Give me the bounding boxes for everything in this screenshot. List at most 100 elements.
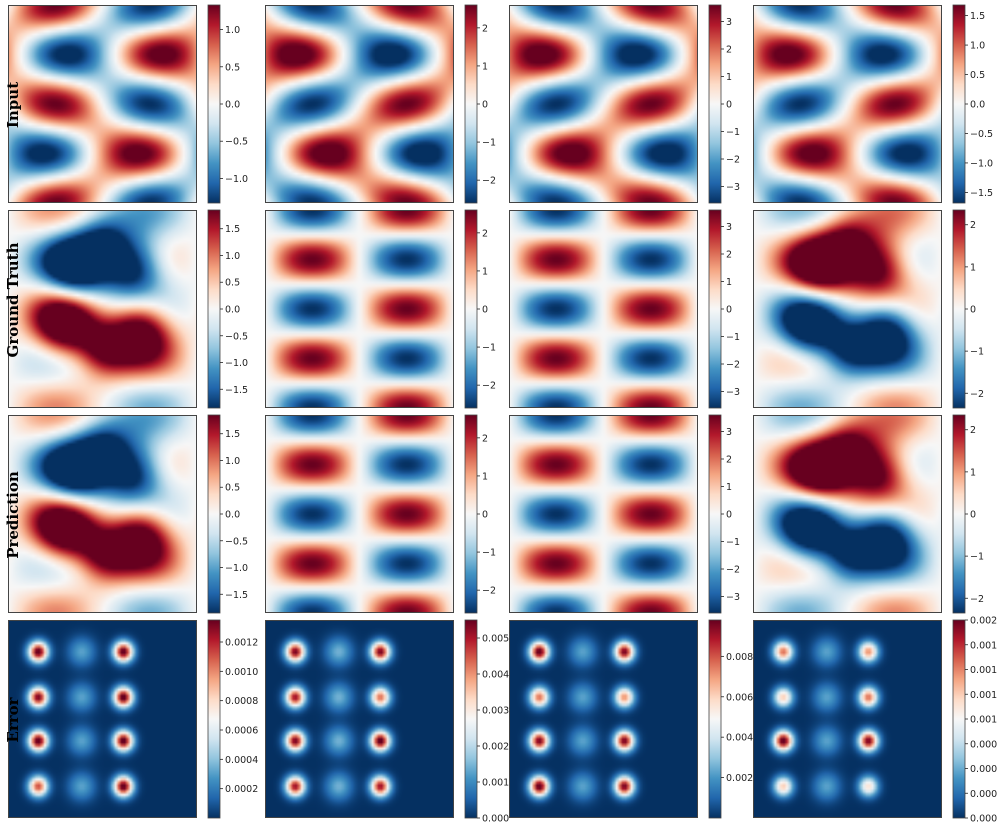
panel: −3 −2 −1 0 1 2 3 (509, 4, 740, 204)
heatmap-image (509, 415, 698, 613)
colorbar-tick-label: 0.00050 (970, 764, 997, 775)
colorbar-tick-label: 2 (482, 433, 488, 444)
colorbar-tick-label: −1 (482, 548, 496, 559)
colorbar-tick-label: 0.0008 (225, 696, 258, 707)
colorbar (708, 619, 722, 819)
heatmap-frame (265, 620, 454, 818)
colorbar-tick-label: 1.0 (225, 251, 240, 262)
colorbar (952, 209, 966, 409)
colorbar-tick-label: 2 (726, 250, 732, 261)
colorbar-tick-label: −0.5 (225, 137, 248, 148)
colorbar-tick-label: 0.002 (726, 773, 753, 784)
colorbar-tick-label: 1.5 (970, 11, 985, 22)
panel: −3 −2 −1 0 1 2 3 (509, 414, 740, 614)
colorbar-tick-label: 2 (726, 45, 732, 56)
colorbar-tick-label: 0.5 (225, 278, 240, 289)
heatmap-image (265, 210, 454, 408)
colorbar (708, 209, 722, 409)
colorbar-tick-label: −0.5 (225, 536, 248, 547)
colorbar-tick-label: −1.0 (970, 158, 993, 169)
row-label-prediction: Prediction (4, 471, 22, 559)
colorbar-tick-label: 0 (482, 100, 488, 111)
colorbar-tick-label: −1.0 (225, 174, 248, 185)
colorbar-tick-label: 3 (726, 222, 732, 233)
colorbar (464, 4, 478, 204)
panel: −2 −1 0 1 2 (753, 209, 984, 409)
colorbar-tick-label: 1 (970, 467, 976, 478)
heatmap-image (753, 210, 942, 408)
colorbar (207, 209, 221, 409)
colorbar-tick-label: 0.00000 (970, 814, 997, 825)
colorbar-tick-label: 1 (482, 61, 488, 72)
colorbar-tick-label: 0.006 (726, 692, 753, 703)
colorbar-tick-label: 0.5 (225, 483, 240, 494)
colorbar-tick-label: −1.5 (970, 188, 993, 199)
panel: 0.000 0.001 0.002 0.003 0.004 0.005 (265, 619, 509, 825)
colorbar-tick-label: −2 (726, 155, 740, 166)
panel: −2 −1 0 1 2 (265, 4, 496, 204)
colorbar-tick-label: 0.0004 (225, 755, 258, 766)
panel: −1.5 −1.0 −0.5 0.0 0.5 1.0 1.5 (753, 4, 993, 204)
heatmap-frame (753, 210, 942, 408)
heatmap-frame (265, 415, 454, 613)
colorbar (207, 4, 221, 204)
colorbar-tick-label: 0.0006 (225, 726, 258, 737)
colorbar-tick-label: −2 (482, 381, 496, 392)
colorbar-tick-label: 0 (726, 305, 732, 316)
heatmap-image (8, 620, 197, 818)
colorbar (952, 414, 966, 614)
colorbar-tick-label: 0.0 (225, 510, 240, 521)
colorbar-tick-label: 2 (970, 425, 976, 436)
colorbar-tick-label: −1.0 (225, 563, 248, 574)
colorbar (464, 209, 478, 409)
colorbar-tick-label: 1.0 (225, 456, 240, 467)
colorbar-tick-label: −2 (970, 594, 984, 605)
colorbar (207, 619, 221, 819)
colorbar-tick-label: 1 (482, 471, 488, 482)
panel: −2 −1 0 1 2 (265, 209, 496, 409)
colorbar-tick-label: −1.5 (225, 590, 248, 601)
heatmap-frame (8, 210, 197, 408)
heatmap-frame (753, 620, 942, 818)
colorbar-tick-label: −1 (726, 537, 740, 548)
colorbar-tick-label: −1 (726, 127, 740, 138)
colorbar-tick-label: 0.0002 (225, 784, 258, 795)
panel: 0.0002 0.0004 0.0006 0.0008 0.0010 0.0012 (8, 619, 258, 819)
heatmap-frame (509, 210, 698, 408)
row-label-input: Input (4, 81, 22, 129)
colorbar-tick-label: 0.5 (970, 70, 985, 81)
panel: −3 −2 −1 0 1 2 3 (509, 209, 740, 409)
colorbar-tick-label: 0.0010 (225, 667, 258, 678)
colorbar-tick-label: 1.5 (225, 224, 240, 235)
colorbar-tick-label: 1 (726, 277, 732, 288)
heatmap-image (509, 620, 698, 818)
colorbar (708, 414, 722, 614)
colorbar-tick-label: 0.00025 (970, 789, 997, 800)
colorbar-tick-label: −2 (482, 176, 496, 187)
colorbar-tick-label: 0 (482, 510, 488, 521)
colorbar-tick-label: −2 (726, 360, 740, 371)
colorbar-tick-label: −1.0 (225, 358, 248, 369)
colorbar-tick-label: −1.5 (225, 385, 248, 396)
colorbar-tick-label: −0.5 (970, 129, 993, 140)
heatmap-image (265, 415, 454, 613)
heatmap-frame (8, 620, 197, 818)
colorbar-tick-label: 2 (970, 220, 976, 231)
heatmap-image (753, 620, 942, 818)
colorbar-tick-label: −3 (726, 182, 740, 193)
row-label-ground-truth: Ground Truth (4, 242, 22, 358)
colorbar-tick-label: 1.5 (225, 429, 240, 440)
colorbar-tick-label: −2 (970, 389, 984, 400)
colorbar-tick-label: −3 (726, 387, 740, 398)
colorbar (952, 4, 966, 204)
colorbar-tick-label: −1 (726, 332, 740, 343)
heatmap-frame (8, 415, 197, 613)
panel: −1.5 −1.0 −0.5 0.0 0.5 1.0 1.5 (8, 209, 248, 409)
colorbar-tick-label: −1 (970, 347, 984, 358)
colorbar (207, 414, 221, 614)
colorbar-tick-label: −3 (726, 592, 740, 603)
colorbar-tick-label: 0.00200 (970, 616, 997, 627)
